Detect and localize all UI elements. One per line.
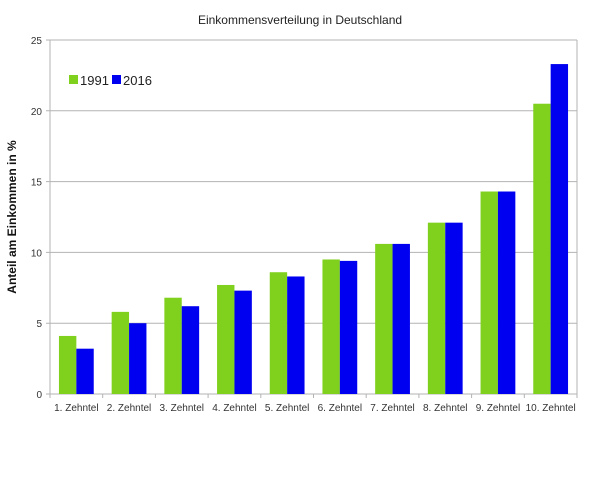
x-tick-label: 2. Zehntel [107,403,151,414]
legend-label: 1991 [80,73,109,88]
y-tick-label: 5 [36,319,42,330]
x-tick-label: 8. Zehntel [423,403,467,414]
bar-2016 [181,306,200,394]
bar-2016 [76,348,94,394]
y-tick-label: 20 [31,107,43,118]
bar-2016 [234,290,252,394]
bar-1991 [58,335,77,394]
x-tick-label: 6. Zehntel [318,403,362,414]
bar-1991 [217,284,235,394]
bar-1991 [375,243,393,394]
bar-2016 [129,323,147,394]
x-tick-label: 3. Zehntel [160,403,204,414]
bar-1991 [480,191,498,394]
x-tick-label: 5. Zehntel [265,403,309,414]
chart-title: Einkommensverteilung in Deutschland [198,13,402,27]
y-tick-label: 15 [31,178,43,189]
bar-1991 [269,272,288,394]
bar-2016 [287,276,305,394]
bar-2016 [445,222,463,394]
y-tick-label: 0 [36,390,42,401]
bar-1991 [111,311,130,394]
y-tick-label: 10 [31,248,43,259]
x-tick-label: 10. Zehntel [526,403,576,414]
bar-2016 [550,64,569,395]
y-axis-label: Anteil am Einkommen in % [5,140,19,294]
legend-label: 2016 [123,73,152,88]
y-tick-label: 25 [31,36,43,47]
x-tick-label: 1. Zehntel [54,403,98,414]
bar-2016 [497,191,516,394]
bar-1991 [322,259,340,394]
bar-2016 [392,243,410,394]
x-tick-label: 4. Zehntel [212,403,256,414]
x-tick-label: 7. Zehntel [370,403,414,414]
legend-swatch-1991 [69,75,78,84]
bar-1991 [427,222,446,394]
bar-1991 [533,103,551,394]
bar-1991 [164,297,182,394]
legend-swatch-2016 [112,75,121,84]
x-tick-label: 9. Zehntel [476,403,520,414]
bar-2016 [339,260,358,394]
